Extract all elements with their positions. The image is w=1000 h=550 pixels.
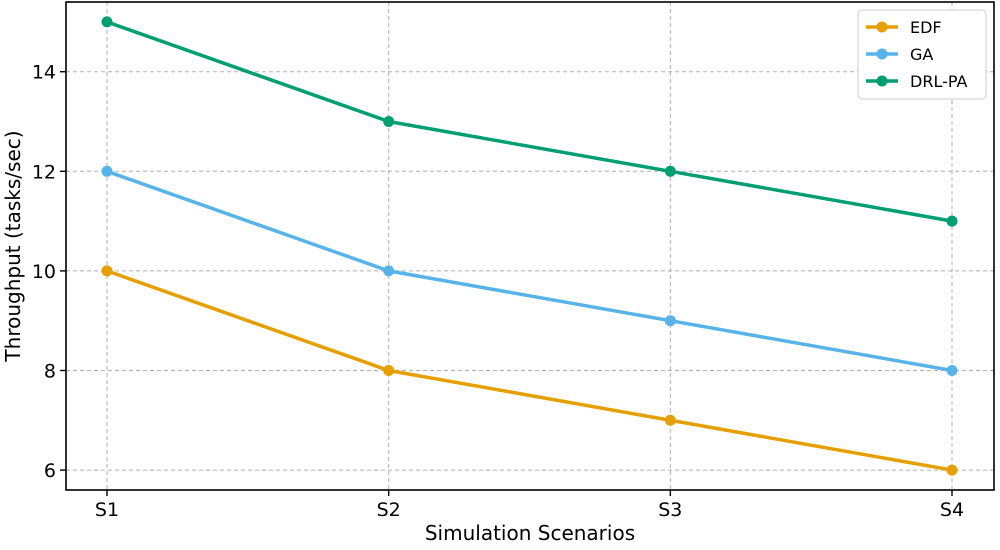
- series-line-drl-pa: [105, 20, 954, 223]
- legend: EDF GA DRL-PA: [857, 9, 987, 100]
- data-point-drl-pa: [383, 116, 395, 128]
- y-tick-label: 6: [44, 460, 56, 482]
- data-point-drl-pa: [946, 215, 958, 227]
- legend-label-ga: GA: [910, 45, 933, 64]
- data-point-edf: [664, 414, 676, 426]
- x-tick-label: S2: [377, 499, 401, 521]
- x-tick-label: S4: [940, 499, 964, 521]
- data-point-ga: [101, 165, 113, 177]
- plot-area-frame: [65, 1, 995, 491]
- series-line-ga: [105, 169, 954, 373]
- data-point-drl-pa: [101, 16, 113, 28]
- legend-label-drl-pa: DRL-PA: [910, 72, 967, 91]
- legend-marker-edf: [876, 21, 888, 33]
- legend-marker-ga: [876, 48, 888, 60]
- series-line-edf: [105, 269, 954, 472]
- data-point-drl-pa: [664, 165, 676, 177]
- legend-label-edf: EDF: [910, 18, 942, 37]
- legend-marker-drl-pa: [876, 75, 888, 87]
- x-tick-label: S1: [95, 499, 119, 521]
- y-tick-label: 8: [44, 360, 56, 382]
- tick-layer: S1 S2 S3 S4 6 8 10 12 14: [32, 62, 964, 521]
- data-point-edf: [101, 265, 113, 277]
- x-axis-title: Simulation Scenarios: [425, 521, 635, 545]
- grid-layer: [66, 2, 994, 490]
- y-axis-title: Throughput (tasks/sec): [1, 130, 25, 362]
- x-tick-label: S3: [658, 499, 682, 521]
- data-point-ga: [383, 265, 395, 277]
- y-tick-label: 14: [32, 62, 56, 84]
- y-tick-label: 12: [32, 161, 56, 183]
- legend-box: [857, 9, 987, 100]
- series-layer: [101, 16, 958, 476]
- data-point-edf: [946, 464, 958, 476]
- data-point-edf: [383, 364, 395, 376]
- y-tick-label: 10: [32, 261, 56, 283]
- data-point-ga: [946, 364, 958, 376]
- data-point-ga: [664, 315, 676, 327]
